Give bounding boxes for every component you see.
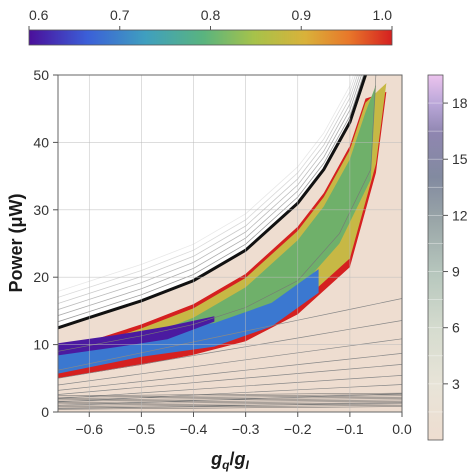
x-tick-label: −0.2 [284,421,312,437]
y-tick-label: 40 [33,134,49,150]
top-colorbar-tick-label: 0.9 [292,7,312,23]
y-axis-label: Power (μW) [6,193,26,292]
top-colorbar-ticks: 0.6 0.7 0.8 0.9 1.0 [28,7,393,30]
x-tick-label: −0.3 [232,421,260,437]
contour-line [58,400,402,405]
right-colorbar-tick-label: 15 [452,151,468,167]
right-colorbar-tick-label: 3 [452,376,460,392]
right-colorbar-tick-label: 18 [452,95,468,111]
contour-line [58,384,402,403]
contour-line [58,392,402,397]
plot-grid [58,75,402,412]
contour-line [58,375,402,399]
contour-line [58,75,377,352]
x-tick-label: −0.4 [180,421,208,437]
plot-frame [57,74,403,413]
top-colorbar-tick-label: 1.0 [373,7,393,23]
x-tick-label: −0.1 [336,421,364,437]
contour-line [58,364,402,395]
right-colorbar-gradient [427,74,444,441]
top-colorbar-gradient [28,29,393,46]
top-colorbar: 0.6 0.7 0.8 0.9 1.0 [28,7,393,46]
y-axis-ticks: 0 10 20 30 40 50 [33,67,58,420]
contour-line [58,395,402,399]
y-tick-label: 30 [33,202,49,218]
contour-line [58,403,402,407]
contour-line [58,399,402,403]
main-plot: −0.6 −0.5 −0.4 −0.3 −0.2 −0.1 0.0 01020304050 … [6,67,412,472]
y-tick-label: 0 [41,404,49,420]
band-red [58,91,387,379]
top-colorbar-tick-label: 0.6 [29,7,49,23]
right-colorbar-tick-label: 12 [452,207,468,223]
top-colorbar-tick-label: 0.7 [110,7,130,23]
x-tick-label: 0.0 [392,421,412,437]
contour-line [58,398,402,402]
y-tick-label: 50 [33,67,49,83]
band-purple [58,316,215,356]
contour-line [58,394,402,398]
right-colorbar-tick-label: 9 [452,264,460,280]
top-colorbar-tick-label: 0.8 [201,7,221,23]
y-tick-label: 10 [33,337,49,353]
contour-line [58,402,402,406]
contour-line [58,396,402,401]
x-tick-label: −0.6 [75,421,103,437]
x-tick-label: −0.5 [128,421,156,437]
contour-line [58,406,402,410]
right-colorbar: 3 6 9 12 15 18 [427,74,468,441]
right-colorbar-tick-label: 6 [452,320,460,336]
band-green [58,85,376,365]
contour-line [58,405,402,409]
y-tick-label: 20 [33,269,49,285]
plot-fill-layer [58,75,402,412]
x-axis-ticks: −0.6 −0.5 −0.4 −0.3 −0.2 −0.1 0.0 [75,412,412,437]
x-axis-label: gq/gI [210,449,249,472]
contour-line [58,353,402,391]
contour-line [58,298,402,371]
right-colorbar-ticks: 3 6 9 12 15 18 [428,95,468,413]
